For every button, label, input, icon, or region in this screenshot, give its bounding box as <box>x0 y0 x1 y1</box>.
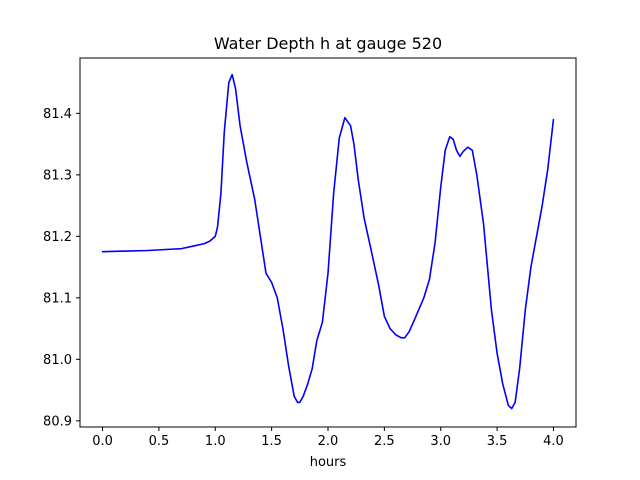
y-tick-label: 81.1 <box>43 291 72 306</box>
x-tick-label: 4.0 <box>543 434 564 449</box>
axes: 0.0 0.5 1.0 1.5 2.0 2.5 3.0 3.5 4.0 80.9 81.0 81.1 8… <box>43 57 577 449</box>
y-tick-label: 81.0 <box>43 353 72 368</box>
x-tick-label: 2.5 <box>374 434 395 449</box>
y-tick-label: 81.4 <box>43 107 72 122</box>
x-tick-label: 0.5 <box>149 434 170 449</box>
y-tick-label: 80.9 <box>43 414 72 429</box>
x-tick-label: 0.0 <box>92 434 113 449</box>
x-axis-label: hours <box>310 455 347 470</box>
chart-title: Water Depth h at gauge 520 <box>214 34 442 53</box>
plot-area <box>101 73 555 410</box>
y-tick-label: 81.2 <box>43 230 72 245</box>
x-tick-label: 3.5 <box>487 434 508 449</box>
x-tick-label: 2.0 <box>318 434 339 449</box>
x-tick-label: 1.5 <box>261 434 282 449</box>
series-line <box>101 73 555 410</box>
x-tick-label: 3.0 <box>430 434 451 449</box>
x-tick-label: 1.0 <box>205 434 226 449</box>
y-tick-label: 81.3 <box>43 168 72 183</box>
